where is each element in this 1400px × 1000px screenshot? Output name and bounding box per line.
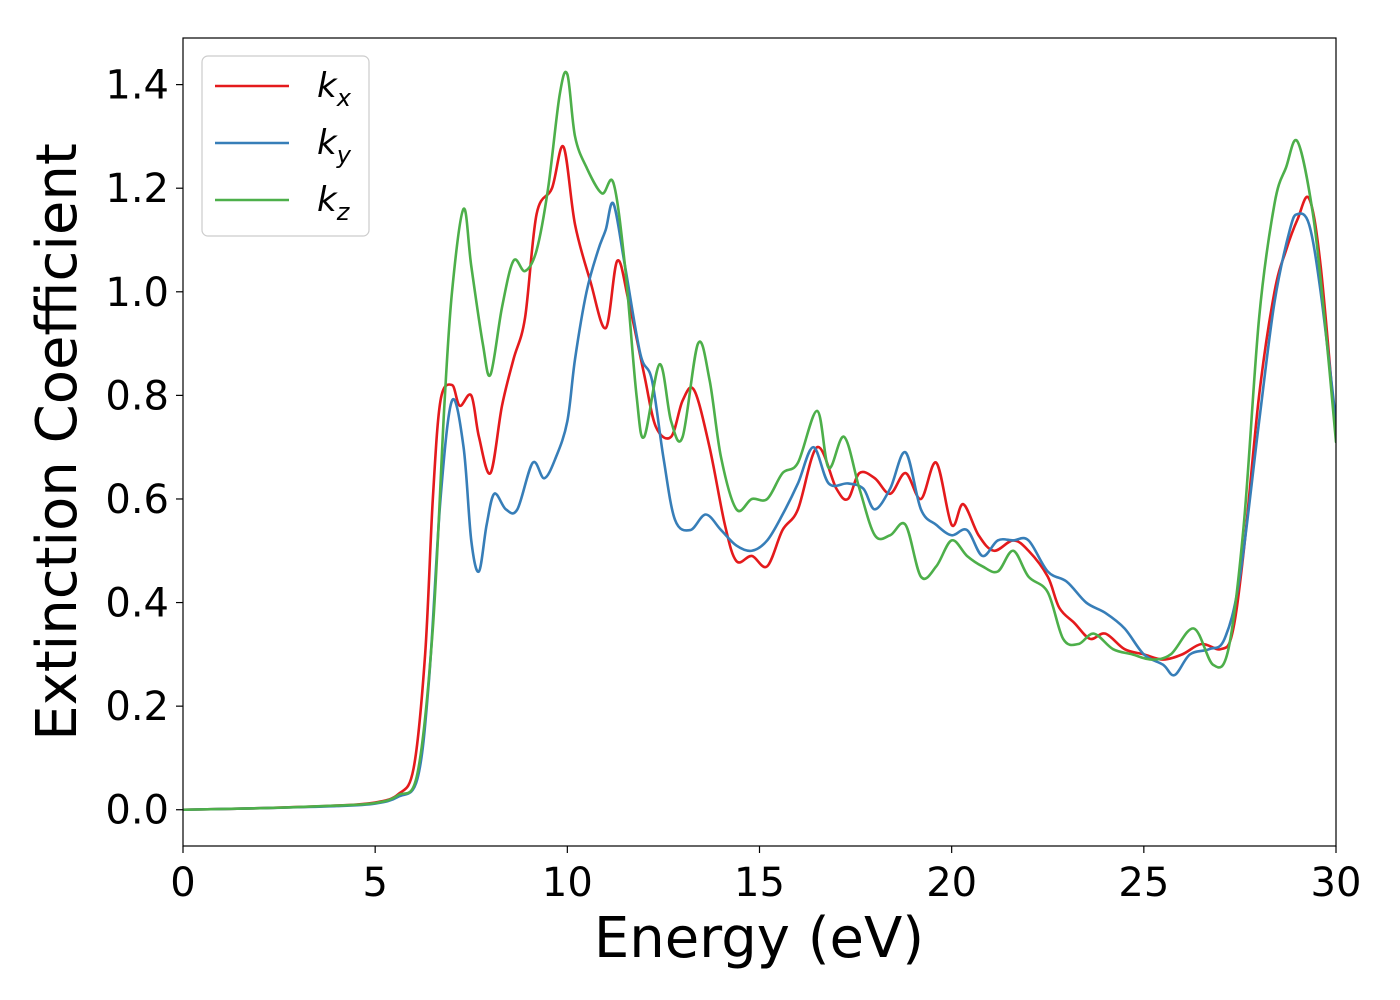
x-tick-label: 5 [362,860,387,906]
legend-box [201,55,370,237]
legend-label-ky: ky [317,123,352,169]
y-axis-ticks: 0.0 0.2 0.4 0.6 0.8 1.0 1.2 1.4 [105,63,183,834]
y-tick-label: 1.4 [105,63,169,109]
legend: kx ky kz [201,55,370,237]
legend-label-kx: kx [317,66,352,112]
x-axis-title: Energy (eV) [594,906,924,971]
series-layer [183,70,1336,812]
series-line-ky [183,201,1336,812]
x-tick-label: 10 [542,860,593,906]
series-line-kz [183,70,1336,812]
y-tick-label: 0.8 [105,373,169,419]
y-tick-label: 0.6 [105,477,169,523]
y-tick-label: 0.4 [105,581,169,627]
y-tick-label: 1.2 [105,166,169,212]
x-tick-label: 0 [170,860,195,906]
y-tick-label: 0.2 [105,684,169,730]
y-tick-label: 1.0 [105,270,169,316]
x-tick-label: 15 [734,860,785,906]
x-axis-ticks: 0 5 10 15 20 25 30 [170,846,1361,906]
x-tick-label: 25 [1118,860,1169,906]
y-tick-label: 0.0 [105,788,169,834]
x-tick-label: 20 [926,860,977,906]
x-tick-label: 30 [1311,860,1362,906]
legend-label-kz: kz [317,180,351,226]
y-axis-title: Extinction Coefficient [25,143,90,741]
series-line-kx [183,145,1336,812]
